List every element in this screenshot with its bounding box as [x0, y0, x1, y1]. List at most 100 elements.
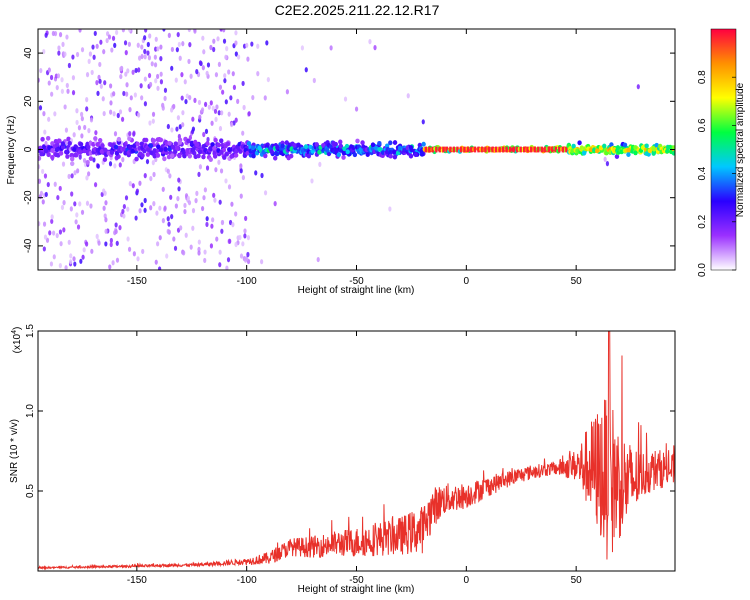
spectrogram-cell — [343, 96, 348, 102]
spectrogram-cell — [156, 73, 160, 80]
spectrogram-cell — [99, 83, 103, 89]
spectrogram-cell — [218, 125, 223, 132]
spectrogram-cell — [115, 257, 120, 263]
spectrogram-cell — [408, 145, 414, 150]
spectrogram-cell — [109, 237, 113, 244]
spectrogram-cell — [571, 143, 576, 149]
spectrogram-cell — [198, 60, 203, 66]
spectrogram-cell — [203, 101, 208, 108]
spectrogram-cell — [137, 67, 141, 73]
spectrogram-cell — [530, 146, 533, 153]
spectrogram-cell — [424, 146, 427, 153]
spectrogram-cell — [226, 257, 231, 263]
spectrogram-cell — [151, 160, 155, 166]
spectrogram-cell — [197, 239, 201, 245]
spectrogram-cell — [250, 145, 256, 151]
spectrogram-cell — [40, 136, 45, 142]
spectrogram-cell — [234, 211, 238, 217]
spectrogram-cell — [85, 72, 90, 78]
spectrogram-cells — [38, 29, 675, 270]
spectrogram-cell — [224, 178, 228, 184]
spectrogram-cell — [103, 190, 107, 196]
spectrogram-cell — [477, 146, 480, 153]
spectrogram-cell — [218, 84, 223, 90]
spectrogram-cell — [138, 208, 142, 214]
spectrogram-cell — [70, 161, 75, 167]
spectrogram-cell — [219, 138, 224, 144]
spectrogram-cell — [470, 146, 473, 153]
spectrogram-cell — [155, 210, 159, 216]
spectrogram-cell — [215, 104, 219, 110]
spectrogram-cell — [445, 146, 449, 153]
spectrogram-cell — [93, 30, 97, 37]
spectrogram-cell — [187, 153, 193, 159]
snr-x-tick-label: -150 — [127, 575, 147, 586]
spectrogram-cell — [116, 136, 122, 142]
spectrogram-cell — [60, 77, 64, 83]
spectrogram-cell — [408, 153, 414, 159]
spectrogram-cell — [70, 156, 75, 162]
spectrogram-cell — [203, 257, 207, 264]
colorbar-label: Normalized spectral amplitude — [735, 82, 746, 217]
spectrogram-cell — [227, 111, 231, 117]
spectrogram-cell — [159, 71, 163, 77]
spectrogram-cell — [177, 140, 183, 145]
spectrogram-cell — [219, 149, 224, 155]
spectrogram-cell — [338, 139, 343, 145]
spectrogram-cell — [64, 127, 69, 133]
spectrogram-cell — [202, 195, 206, 201]
spectrogram-cell — [392, 149, 397, 155]
spectrogram-cell — [119, 73, 123, 80]
spectrogram-cell — [154, 36, 158, 42]
spectrogram-cell — [397, 145, 403, 151]
spectrogram-cell — [373, 45, 377, 51]
spectrogram-cell — [156, 241, 160, 247]
spectrogram-cell — [406, 93, 410, 99]
spectrogram-cell — [174, 203, 178, 209]
spectrogram-cell — [218, 199, 222, 205]
spectrogram-cell — [144, 29, 148, 33]
spectrogram-cell — [124, 71, 128, 77]
spectrogram-cell — [314, 142, 319, 147]
spectrogram-cell — [537, 146, 540, 153]
spectrogram-cell — [80, 47, 85, 53]
spectrogram-cell — [203, 187, 207, 193]
spectrogram-cell — [220, 219, 225, 226]
spectrogram-x-tick-label: -50 — [349, 276, 364, 287]
spectrogram-cell — [269, 149, 274, 155]
spectrogram-cell — [147, 55, 152, 61]
spectrogram-cell — [38, 156, 42, 161]
spectrogram-cell — [182, 153, 187, 159]
spectrogram-cell — [176, 115, 181, 121]
spectrogram-cell — [145, 158, 150, 165]
spectrogram-cell — [487, 146, 491, 153]
spectrogram-cell — [247, 111, 251, 117]
spectrogram-cell — [136, 256, 140, 262]
spectrogram-cell — [159, 56, 163, 62]
spectrogram-cell — [179, 225, 183, 231]
spectrogram-cell — [55, 84, 59, 91]
spectrogram-cell — [88, 51, 93, 57]
snr-x-tick-label: -50 — [349, 575, 364, 586]
spectrogram-cell — [114, 222, 118, 228]
spectrogram-cell — [104, 200, 108, 206]
spectrogram-cell — [206, 62, 211, 68]
spectrogram-cell — [187, 200, 192, 206]
spectrogram-cell — [109, 100, 113, 106]
spectrogram-cell — [149, 205, 153, 211]
spectrogram-cell — [140, 44, 144, 50]
spectrogram-cell — [45, 135, 51, 141]
spectrogram-cell — [124, 140, 128, 146]
snr-x-tick-label: 0 — [464, 575, 470, 586]
spectrogram-cell — [622, 142, 628, 148]
spectrogram-cell — [136, 112, 141, 118]
spectrogram-cell — [104, 217, 108, 223]
spectrogram-cell — [185, 93, 189, 99]
spectrogram-cell — [256, 71, 260, 77]
spectrogram-cell — [91, 44, 95, 50]
spectrogram-cell — [116, 112, 120, 119]
spectrogram-cell — [551, 146, 554, 153]
spectrogram-cell — [609, 142, 614, 148]
colorbar-tick-label: 0.6 — [697, 118, 708, 132]
spectrogram-cell — [102, 49, 106, 55]
